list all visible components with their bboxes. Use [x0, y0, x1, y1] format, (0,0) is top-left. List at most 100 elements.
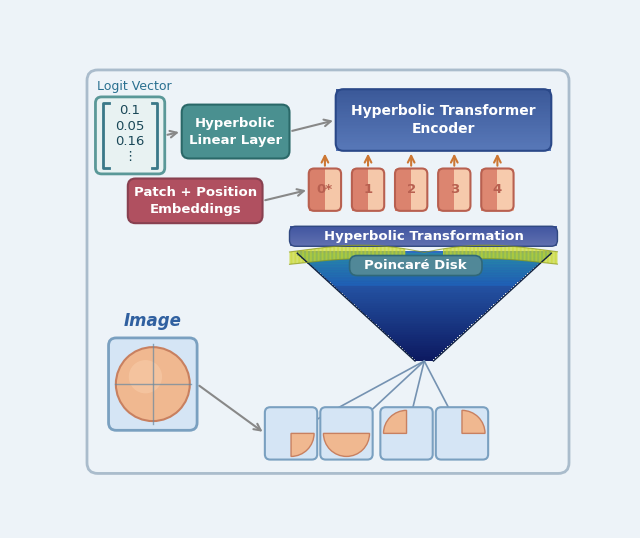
Bar	[361, 309, 488, 312]
Wedge shape	[383, 410, 406, 434]
Polygon shape	[536, 249, 537, 262]
Bar	[336, 147, 551, 149]
Polygon shape	[366, 245, 367, 259]
Bar	[415, 359, 433, 361]
Polygon shape	[353, 245, 354, 259]
Bar	[403, 348, 445, 350]
Polygon shape	[346, 245, 348, 259]
Bar	[336, 128, 551, 129]
Bar	[345, 295, 504, 297]
Polygon shape	[372, 245, 373, 259]
Polygon shape	[374, 245, 376, 259]
Bar	[375, 322, 474, 324]
Bar	[391, 337, 458, 339]
Polygon shape	[520, 247, 521, 260]
Polygon shape	[515, 246, 516, 260]
Polygon shape	[332, 246, 333, 260]
Polygon shape	[312, 249, 314, 262]
Polygon shape	[362, 245, 364, 259]
Bar	[289, 227, 557, 228]
Polygon shape	[307, 250, 308, 263]
Bar	[317, 270, 531, 272]
Polygon shape	[556, 252, 557, 264]
Bar	[395, 341, 454, 343]
Polygon shape	[376, 245, 377, 259]
Polygon shape	[539, 249, 540, 262]
Bar	[336, 107, 551, 109]
Polygon shape	[456, 247, 458, 260]
Bar	[336, 89, 551, 91]
Bar	[381, 328, 467, 330]
Polygon shape	[393, 247, 394, 260]
Bar	[331, 282, 517, 284]
Bar	[301, 254, 547, 257]
Bar	[343, 293, 506, 295]
Text: Hyperbolic Transformation: Hyperbolic Transformation	[324, 230, 524, 243]
Bar	[497, 168, 513, 211]
Polygon shape	[355, 245, 357, 259]
Bar	[369, 317, 479, 319]
Bar	[289, 239, 557, 240]
Circle shape	[129, 360, 162, 393]
FancyBboxPatch shape	[87, 70, 569, 473]
Bar	[305, 260, 543, 262]
Polygon shape	[472, 245, 474, 259]
Bar	[407, 351, 442, 353]
Text: Logit Vector: Logit Vector	[97, 80, 172, 93]
Polygon shape	[396, 247, 397, 261]
Polygon shape	[444, 249, 445, 261]
Polygon shape	[401, 248, 403, 261]
Bar	[368, 168, 384, 211]
Bar	[330, 279, 519, 281]
Polygon shape	[381, 246, 383, 259]
Wedge shape	[291, 434, 314, 456]
Polygon shape	[502, 246, 504, 259]
Bar	[289, 237, 557, 238]
Bar	[289, 229, 557, 230]
Bar	[389, 335, 460, 337]
Polygon shape	[292, 251, 294, 264]
Polygon shape	[504, 246, 505, 259]
Bar	[327, 279, 522, 281]
Bar	[335, 286, 513, 288]
Polygon shape	[548, 251, 549, 263]
Polygon shape	[300, 250, 301, 263]
Polygon shape	[392, 247, 393, 260]
Bar	[401, 346, 447, 348]
Polygon shape	[314, 249, 315, 261]
FancyBboxPatch shape	[436, 407, 488, 459]
Bar	[336, 141, 551, 143]
Bar	[311, 264, 538, 266]
Text: 3: 3	[450, 183, 459, 196]
Bar	[289, 232, 557, 233]
Polygon shape	[328, 247, 330, 260]
Polygon shape	[330, 247, 332, 260]
Polygon shape	[385, 246, 387, 260]
Text: Image: Image	[124, 312, 182, 330]
FancyBboxPatch shape	[95, 97, 164, 174]
Bar	[336, 129, 551, 131]
Polygon shape	[462, 246, 463, 260]
Bar	[337, 288, 511, 290]
Bar	[336, 103, 551, 104]
Polygon shape	[543, 250, 544, 263]
Polygon shape	[501, 245, 502, 259]
Bar	[336, 95, 551, 97]
Bar	[399, 344, 449, 346]
Polygon shape	[478, 245, 479, 259]
Bar	[289, 230, 557, 231]
Bar	[289, 237, 557, 238]
Polygon shape	[342, 246, 344, 259]
Bar	[289, 236, 557, 237]
Polygon shape	[534, 249, 536, 262]
Polygon shape	[339, 246, 340, 259]
Polygon shape	[522, 247, 524, 260]
Polygon shape	[357, 245, 358, 259]
Bar	[385, 331, 463, 334]
Polygon shape	[506, 246, 508, 259]
Bar	[336, 101, 551, 103]
Bar	[397, 342, 451, 344]
Polygon shape	[494, 245, 495, 259]
Bar	[359, 308, 490, 310]
Polygon shape	[524, 247, 525, 261]
